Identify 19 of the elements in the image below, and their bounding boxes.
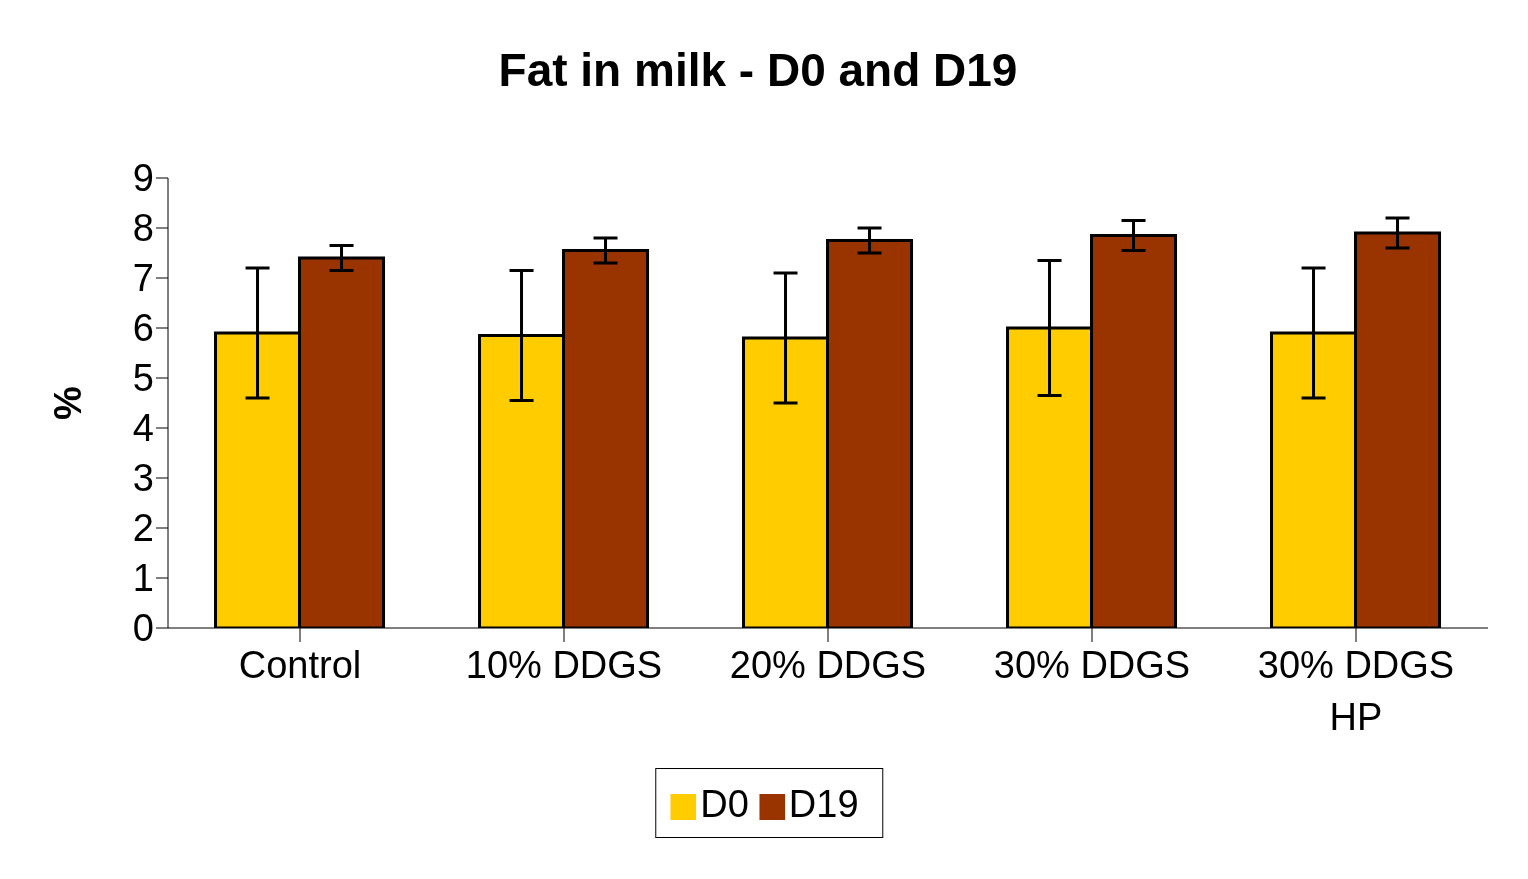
y-tick-label: 3 bbox=[132, 457, 154, 500]
y-tick-label: 7 bbox=[132, 257, 154, 300]
x-tick-label: 30% DDGS HP bbox=[1257, 644, 1455, 738]
y-axis-title: % bbox=[47, 386, 90, 420]
y-tick-label: 6 bbox=[132, 307, 154, 350]
y-tick-label: 0 bbox=[132, 607, 154, 650]
y-tick-label: 5 bbox=[132, 357, 154, 400]
chart-title: Fat in milk - D0 and D19 bbox=[497, 43, 1019, 98]
y-tick-label: 4 bbox=[132, 407, 154, 450]
legend-label: D0 bbox=[700, 783, 749, 825]
x-tick-label: 30% DDGS bbox=[993, 644, 1191, 686]
x-tick-label: 10% DDGS bbox=[465, 644, 663, 686]
y-tick-label: 8 bbox=[132, 207, 154, 250]
x-tick-label: 20% DDGS bbox=[729, 644, 927, 686]
y-tick-label: 2 bbox=[132, 507, 154, 550]
legend-label: D19 bbox=[788, 783, 859, 825]
y-tick-label: 1 bbox=[132, 557, 154, 600]
x-tick-label: Control bbox=[238, 644, 362, 686]
y-tick-label: 9 bbox=[132, 157, 154, 200]
